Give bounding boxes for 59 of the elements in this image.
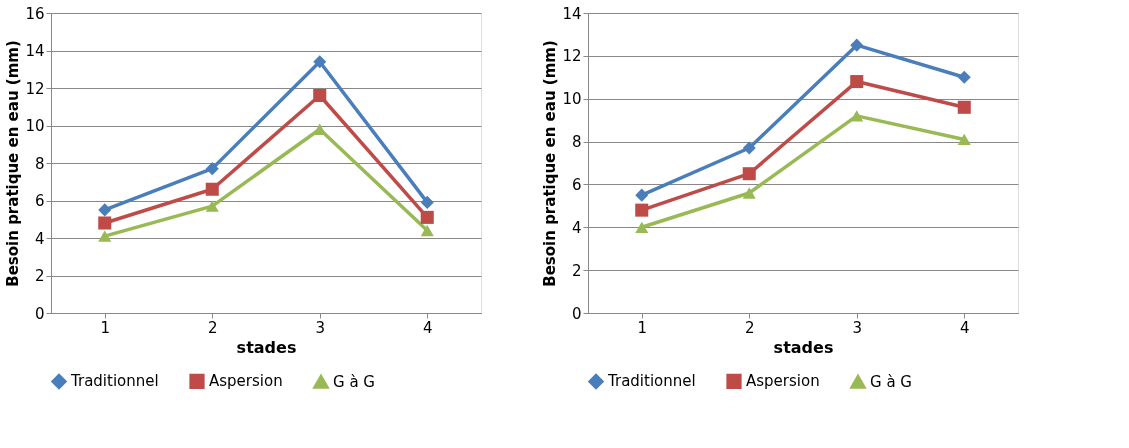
x-axis-title: stades <box>236 337 297 357</box>
y-tick-label: 4 <box>34 229 45 248</box>
point <box>635 203 649 217</box>
y-axis-title: Besoin pratique en eau (mm) <box>4 40 23 287</box>
point <box>742 187 756 199</box>
x-tick-label: 1 <box>637 318 648 337</box>
y-tick-label: 14 <box>562 4 582 23</box>
x-tick-label: 4 <box>422 318 433 337</box>
point <box>313 55 327 69</box>
point <box>205 162 219 176</box>
x-tick-label: 1 <box>100 318 111 337</box>
point <box>205 200 219 212</box>
y-tick-label: 8 <box>34 154 45 173</box>
x-axis-title: stades <box>773 337 834 357</box>
point <box>420 224 434 237</box>
y-tick-label: 8 <box>571 133 582 152</box>
point <box>742 141 756 155</box>
y-tick-label: 2 <box>571 261 582 280</box>
y-tick-label: 2 <box>34 267 45 285</box>
point <box>850 75 864 89</box>
y-tick-label: 0 <box>571 304 582 323</box>
x-tick-label: 2 <box>744 318 755 337</box>
x-tick-label: 3 <box>315 318 326 337</box>
y-tick-label: 14 <box>25 42 45 60</box>
point <box>850 38 864 52</box>
x-tick-label: 4 <box>959 318 970 337</box>
legend-label: Aspersion <box>746 372 820 391</box>
point <box>957 70 971 84</box>
point <box>98 203 112 217</box>
legend-label: G à G <box>870 372 912 391</box>
point <box>420 195 434 209</box>
y-tick-label: 12 <box>562 47 582 66</box>
y-tick-label: 12 <box>25 79 45 98</box>
point <box>635 188 649 202</box>
point <box>98 216 112 230</box>
point <box>313 88 327 103</box>
legend-label: Aspersion <box>209 372 283 391</box>
point <box>957 133 971 146</box>
point <box>850 110 864 122</box>
x-tick-label: 2 <box>207 318 218 337</box>
legend-label: G à G <box>333 372 375 391</box>
y-tick-label: 0 <box>34 304 45 323</box>
point <box>742 167 756 181</box>
y-tick-label: 4 <box>571 218 582 237</box>
point <box>957 100 971 114</box>
point <box>205 182 219 196</box>
y-tick-label: 16 <box>25 4 45 23</box>
y-tick-label: 10 <box>25 117 45 135</box>
point <box>420 210 434 224</box>
point <box>313 123 327 135</box>
point <box>98 230 112 242</box>
y-tick-label: 6 <box>571 175 582 194</box>
y-axis-title: Besoin pratique en eau (mm) <box>541 40 560 287</box>
point <box>635 221 649 233</box>
legend-label: Traditionnel <box>70 372 159 391</box>
x-tick-label: 3 <box>852 318 863 337</box>
legend-label: Traditionnel <box>607 372 696 391</box>
y-tick-label: 10 <box>562 90 582 109</box>
y-tick-label: 6 <box>34 192 45 210</box>
